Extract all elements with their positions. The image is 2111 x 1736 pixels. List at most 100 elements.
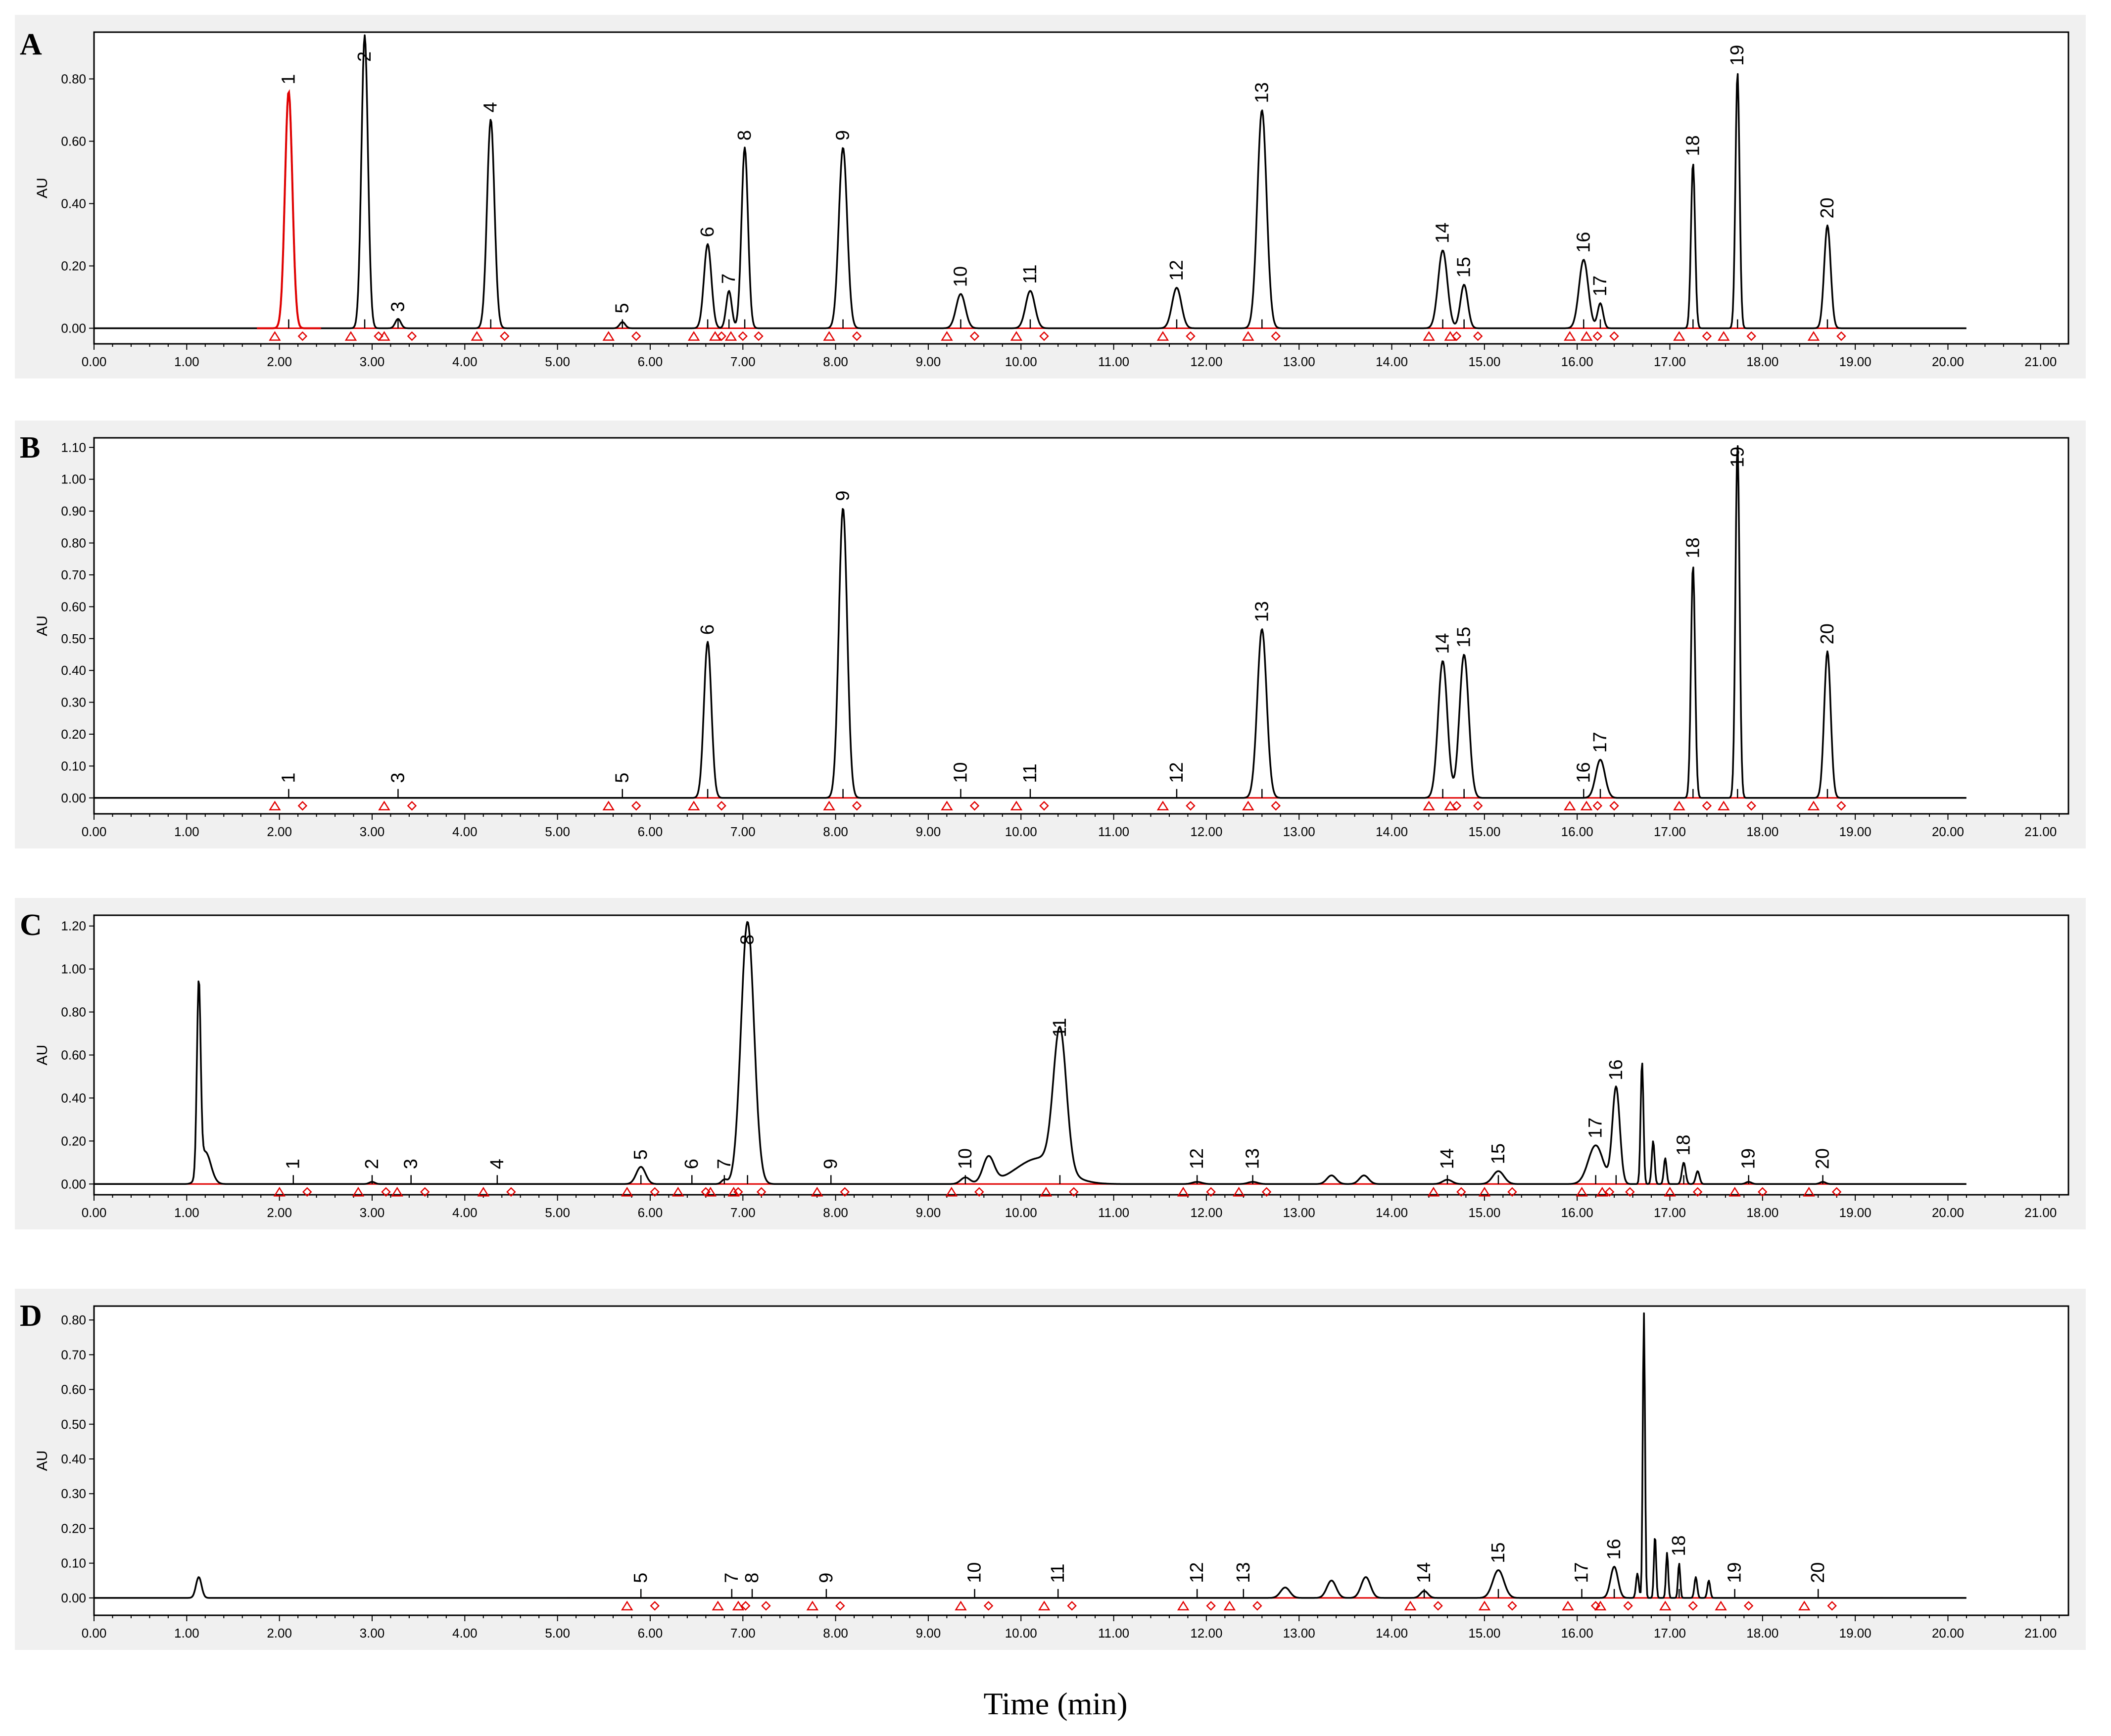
x-tick-label: 1.00: [174, 1626, 199, 1641]
x-tick-label: 3.00: [360, 824, 385, 839]
x-tick-label: 9.00: [916, 1626, 941, 1641]
peak-end-marker: [1271, 801, 1281, 811]
peak-end-marker: [499, 331, 510, 341]
x-tick-label: 2.00: [267, 824, 292, 839]
x-tick-label: 0.00: [82, 1626, 107, 1641]
x-tick-label: 12.00: [1190, 824, 1222, 839]
x-tick-label: 17.00: [1654, 1626, 1686, 1641]
x-tick-label: 2.00: [267, 1205, 292, 1220]
peak-label: 14: [1433, 633, 1453, 654]
peak-end-marker: [1206, 1601, 1216, 1611]
x-tick-label: 2.00: [267, 354, 292, 369]
peak-end-marker: [381, 1187, 391, 1197]
peak-label: 7: [714, 1159, 735, 1169]
panel-a: A AU 0.00 0.20 0.40 0.60 0.80 0.00 1.00 2.00 3.00 4…: [15, 15, 2086, 378]
peak-start-marker: [1156, 800, 1169, 811]
peak-label: 16: [1604, 1539, 1625, 1559]
plot-area: [93, 437, 2069, 815]
chromatogram-trace: [94, 921, 1967, 1185]
peak-end-marker: [1836, 801, 1846, 811]
peak-label: 13: [1251, 82, 1272, 103]
peak-start-marker: [1673, 331, 1685, 341]
peak-end-marker: [1039, 801, 1049, 811]
peak-label: 11: [1020, 264, 1041, 283]
x-tick-label: 8.00: [823, 1205, 848, 1220]
peak-label: 5: [630, 1149, 651, 1160]
x-tick-label: 3.00: [360, 1626, 385, 1641]
y-tick-label: 0.50: [61, 1417, 86, 1432]
x-tick-label: 14.00: [1376, 1626, 1408, 1641]
peak-end-marker: [1688, 1601, 1698, 1611]
peak-end-marker: [1757, 1187, 1768, 1197]
peak-end-marker: [969, 801, 980, 811]
peak-start-marker: [378, 331, 390, 341]
peak-end-marker: [302, 1187, 312, 1197]
peak-label: 12: [1166, 762, 1187, 783]
peak-start-marker: [1807, 331, 1820, 341]
peak-start-marker: [806, 1600, 819, 1611]
peak-end-marker: [1623, 1601, 1633, 1611]
x-tick-label: 10.00: [1005, 824, 1037, 839]
peak-end-marker: [974, 1187, 984, 1197]
x-tick-label: 15.00: [1468, 354, 1500, 369]
peak-label: 6: [697, 227, 718, 237]
peak-end-marker: [1507, 1187, 1517, 1197]
peak-start-marker: [1562, 1600, 1574, 1611]
peak-end-marker: [1831, 1187, 1842, 1197]
peak-label: 19: [1727, 45, 1748, 66]
peak-label: 9: [833, 130, 854, 141]
peak-end-marker: [1604, 1187, 1615, 1197]
y-tick-label: 0.20: [61, 727, 86, 742]
y-tick-label: 0.60: [61, 134, 86, 149]
x-tick-label: 1.00: [174, 824, 199, 839]
peak-label: 3: [401, 1159, 422, 1169]
peak-end-marker: [1451, 801, 1462, 811]
peak-start-marker: [1664, 1186, 1676, 1197]
peak-label: 2: [362, 1159, 383, 1169]
y-tick-label: 0.90: [61, 504, 86, 518]
peak-end-marker: [420, 1187, 430, 1197]
peak-end-marker: [1702, 801, 1712, 811]
chromatogram-trace: [94, 445, 1967, 799]
peak-start-marker: [378, 800, 390, 811]
peak-start-marker: [1478, 1600, 1491, 1611]
peak-label: 15: [1488, 1542, 1509, 1563]
peak-end-marker: [1451, 331, 1462, 341]
x-tick-label: 11.00: [1098, 1205, 1129, 1220]
peak-end-marker: [741, 1601, 751, 1611]
peak-end-marker: [840, 1187, 850, 1197]
peak-end-marker: [407, 331, 417, 341]
y-tick-label: 0.40: [61, 1452, 86, 1466]
peak-end-marker: [1206, 1187, 1216, 1197]
peak-end-marker: [1592, 801, 1603, 811]
peak-label: 20: [1817, 623, 1838, 644]
y-tick-label: 0.40: [61, 196, 86, 211]
x-tick-label: 20.00: [1932, 1205, 1964, 1220]
peak-label: 17: [1590, 732, 1611, 752]
peak-start-marker: [273, 1186, 286, 1197]
peak-label: 11: [1020, 763, 1041, 783]
x-tick-label: 5.00: [545, 354, 570, 369]
x-tick-label: 7.00: [730, 1626, 756, 1641]
peak-label: 19: [1725, 1562, 1745, 1583]
peak-start-marker: [1715, 1600, 1727, 1611]
peak-start-marker: [1242, 331, 1254, 341]
peak-start-marker: [1717, 800, 1730, 811]
y-axis-title: AU: [34, 1045, 50, 1066]
peak-start-marker: [1564, 331, 1576, 341]
peak-start-marker: [955, 1600, 967, 1611]
x-tick-label: 11.00: [1098, 824, 1129, 839]
peak-end-marker: [835, 1601, 845, 1611]
x-tick-label: 1.00: [174, 1205, 199, 1220]
y-tick-label: 0.00: [61, 791, 86, 805]
peak-label: 17: [1585, 1118, 1606, 1138]
peak-label: 1: [278, 773, 299, 783]
x-tick-label: 20.00: [1932, 1626, 1964, 1641]
x-tick-label: 16.00: [1561, 1205, 1593, 1220]
y-axis-title: AU: [34, 1451, 50, 1471]
peak-end-marker: [756, 1187, 767, 1197]
peak-label: 10: [955, 1148, 976, 1169]
peak-label: 9: [833, 491, 854, 501]
peak-end-marker: [1473, 801, 1483, 811]
